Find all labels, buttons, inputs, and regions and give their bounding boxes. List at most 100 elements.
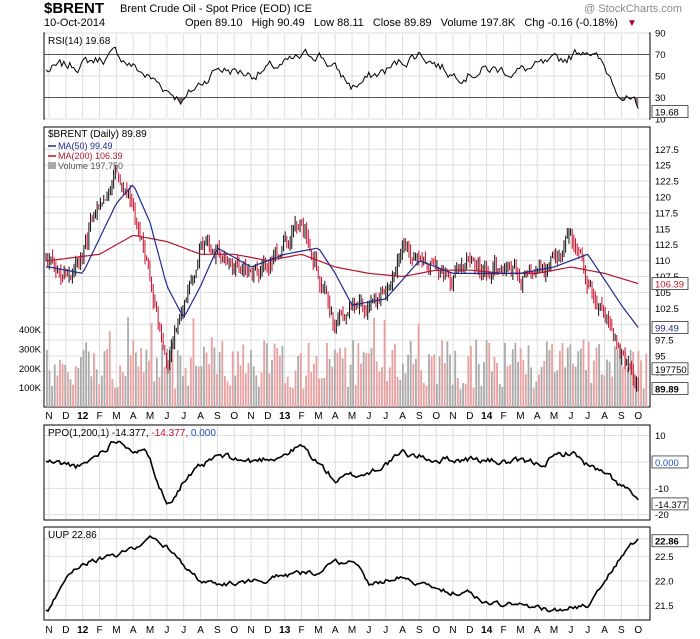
symbol-title: $BRENT — [44, 0, 105, 17]
volume-ytick-label: 200K — [19, 364, 42, 375]
volume-bar — [46, 349, 48, 407]
price-xtick-label: S — [618, 411, 625, 422]
price-xtick-label: N — [449, 411, 456, 422]
volume-bar — [197, 366, 200, 407]
volume-bar — [553, 372, 556, 407]
price-xtick-label: J — [585, 411, 590, 422]
volume-bar — [504, 342, 506, 407]
volume-bar — [59, 359, 61, 407]
down-triangle-icon: ▼ — [626, 18, 637, 29]
rsi-legend: RSI(14) 19.68 — [48, 36, 111, 47]
volume-bar — [517, 362, 519, 407]
volume-bar — [566, 347, 569, 407]
ma200-last-value-box — [651, 277, 689, 291]
volume-last-value-box — [651, 362, 689, 376]
volume-bar — [357, 343, 360, 407]
uup-xtick-label: S — [416, 625, 423, 636]
volume-bar — [608, 361, 611, 407]
price-ytick-label: 120 — [655, 193, 671, 204]
volume-bar — [561, 343, 564, 407]
price-ytick-label: 117.5 — [655, 208, 678, 219]
volume-bar — [441, 340, 444, 407]
volume-bar — [438, 356, 441, 407]
volume-ytick-label: 100K — [19, 383, 42, 394]
volume-bar — [132, 340, 135, 407]
volume-bar — [318, 378, 321, 407]
volume-bar — [477, 363, 480, 407]
volume-bar — [95, 369, 98, 407]
rsi-ytick-label: 50 — [655, 72, 666, 83]
price-xtick-label: O — [230, 411, 238, 422]
volume-bar — [231, 351, 234, 407]
volume-bar — [116, 387, 119, 407]
ma50-legend: MA(50) 99.49 — [58, 141, 113, 151]
volume-bar — [66, 372, 69, 407]
volume-bar — [365, 353, 368, 407]
volume-bar — [593, 360, 595, 407]
uup-line — [45, 535, 639, 613]
change-value: Chg -0.16 (-0.18%) — [524, 17, 618, 29]
rsi-ytick-label: 70 — [655, 50, 666, 61]
uup-xtick-label: D — [264, 625, 271, 636]
volume-bar — [200, 366, 203, 407]
price-xtick-label: J — [164, 411, 169, 422]
volume-bar — [443, 363, 446, 407]
volume-bar — [548, 349, 551, 407]
close-value: Close 89.89 — [372, 17, 432, 29]
volume-bar — [551, 343, 553, 407]
uup-xtick-label: J — [383, 625, 388, 636]
volume-bar — [535, 381, 538, 407]
volume-bar — [121, 372, 124, 407]
volume-bar — [459, 389, 462, 407]
volume-bar — [462, 383, 464, 407]
volume-bar — [417, 323, 420, 407]
volume-bar — [394, 343, 396, 407]
volume-bar — [467, 356, 470, 407]
volume-bar — [449, 354, 451, 407]
uup-last-value-box — [651, 534, 689, 548]
volume-bar — [187, 385, 190, 407]
uup-xtick-label: O — [230, 625, 238, 636]
watermark: @ StockCharts.com — [584, 3, 682, 15]
volume-value: Volume 197.8K — [440, 17, 516, 29]
volume-bar — [74, 366, 77, 407]
volume-bar — [61, 363, 64, 407]
price-xtick-label: 14 — [481, 411, 493, 422]
volume-bar — [323, 377, 326, 407]
uup-xtick-label: F — [96, 625, 102, 636]
volume-bar — [294, 370, 297, 407]
volume-bar — [148, 360, 150, 407]
volume-bar — [48, 370, 51, 407]
volume-bar — [137, 366, 140, 407]
volume-bar — [268, 373, 271, 407]
volume-bar — [64, 364, 67, 407]
volume-bar — [80, 357, 82, 407]
volume-bar — [381, 367, 383, 407]
volume-bar — [375, 361, 378, 407]
price-xtick-label: A — [130, 411, 137, 422]
price-xtick-label: D — [264, 411, 271, 422]
volume-bar — [574, 366, 577, 407]
volume-bar — [603, 375, 606, 407]
volume-bar — [509, 364, 512, 407]
volume-bar — [184, 368, 187, 407]
volume-bar — [129, 355, 132, 407]
volume-bar — [422, 383, 425, 407]
volume-legend: Volume 197,750 — [58, 161, 123, 171]
uup-ytick-label: 21.5 — [655, 601, 674, 612]
volume-bar — [488, 342, 491, 407]
volume-bar — [216, 374, 218, 407]
volume-bar — [53, 364, 56, 407]
volume-bar — [569, 344, 572, 407]
volume-bar — [161, 344, 163, 407]
volume-bar — [407, 354, 409, 407]
volume-bar — [171, 342, 174, 407]
price-xtick-label: S — [416, 411, 423, 422]
volume-bar — [244, 373, 247, 407]
price-ytick-label: 127.5 — [655, 145, 679, 156]
volume-bar — [242, 344, 245, 407]
ppo-last-value-box — [651, 497, 689, 511]
volume-bar — [480, 385, 483, 407]
volume-bar — [239, 365, 242, 407]
volume-bar — [501, 387, 504, 407]
